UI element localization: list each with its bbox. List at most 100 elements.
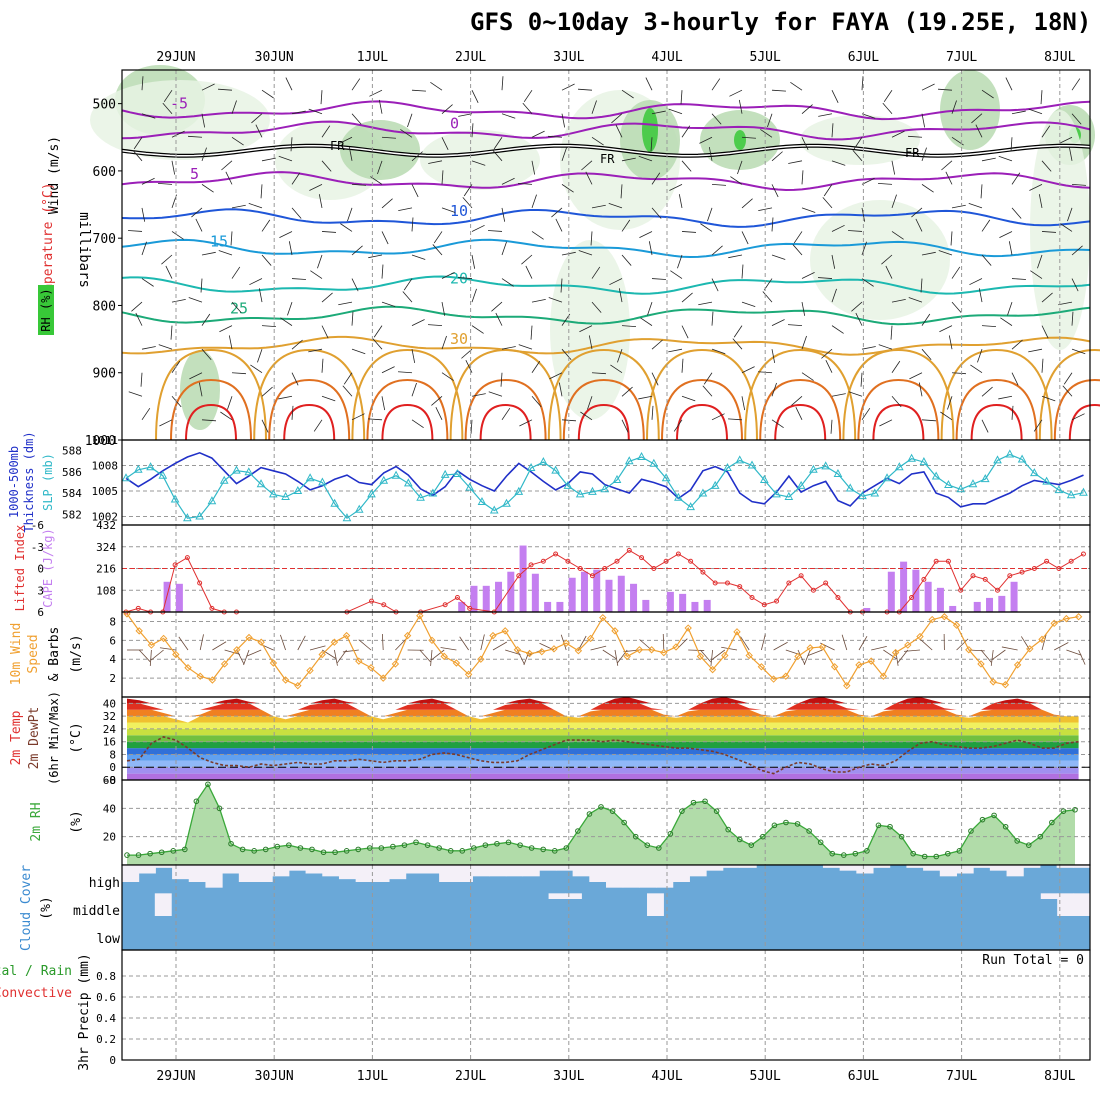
wind-barb [591, 100, 597, 114]
lifted-index-marker [565, 558, 571, 564]
temp-tick-label: 40 [103, 697, 116, 710]
wind-barb [790, 82, 803, 91]
wind-barb [395, 638, 407, 651]
wind-label-b: Speed [26, 634, 41, 673]
wind-barb [419, 649, 431, 663]
cape-bar [924, 581, 932, 612]
cape-label: CAPE (J/kg) [41, 528, 55, 607]
wind-barb [411, 254, 426, 260]
cloud-high-cell [539, 865, 557, 871]
cape-bar [666, 591, 674, 612]
lifted-index-marker [712, 580, 718, 586]
wind-barb [441, 302, 446, 316]
wind-barb [441, 170, 444, 185]
slp-marker [1005, 449, 1015, 458]
wind-barb [791, 395, 803, 406]
wind-speed-marker [538, 647, 546, 656]
slp-marker [759, 474, 769, 483]
warm-isotherm-arch [646, 348, 758, 441]
wind-barb [411, 184, 419, 198]
wind-barb [951, 204, 966, 209]
wind-barb [878, 344, 893, 350]
dewpoint-line [126, 736, 1079, 775]
slp-marker [1042, 476, 1051, 485]
wind-barb [505, 649, 521, 656]
wind-barb [348, 146, 353, 161]
slp-marker [833, 468, 843, 477]
wind-barb [501, 278, 514, 287]
wind-barb [1041, 292, 1053, 303]
wind-barb [141, 241, 147, 256]
wind-barb [711, 183, 726, 186]
wind-barb [561, 184, 574, 193]
wind-barb [788, 160, 803, 164]
warm-isotherm-arch [547, 348, 660, 441]
wind-barb [579, 325, 593, 333]
slp-marker [563, 480, 573, 489]
rh-marker [447, 848, 454, 854]
wind-barb [411, 319, 425, 326]
wind-speed-marker [684, 624, 692, 632]
wind-barb [951, 100, 957, 114]
isotherm-label: 5 [190, 165, 199, 183]
cloud-high-cell [238, 865, 257, 882]
wind-barb [1030, 270, 1043, 279]
lifted-index-marker [958, 587, 964, 593]
slp-marker [747, 460, 757, 469]
wind-barb [218, 88, 233, 91]
lifted-index-marker [442, 602, 448, 608]
wind-barb [159, 647, 176, 651]
wind-barb [621, 254, 632, 266]
slp-marker [674, 492, 683, 501]
wind-barb [703, 372, 713, 385]
wind-barb [250, 364, 263, 374]
slp-marker [133, 464, 143, 473]
rh-marker [725, 826, 731, 833]
thickness-label-b: Thickness (dm) [22, 431, 36, 532]
rh-line [127, 783, 1076, 858]
wind-barb [1062, 385, 1073, 397]
wind-speed-marker [745, 651, 753, 660]
wind-barb [138, 649, 151, 662]
wind-barb [578, 88, 593, 91]
wind-barb [518, 182, 533, 185]
wind-barb [501, 346, 516, 350]
wind-barb [851, 301, 863, 312]
wind-barb [321, 292, 333, 303]
cape-bar [1010, 581, 1018, 612]
wind-barb [588, 335, 593, 350]
slp-marker [121, 473, 131, 482]
wind-speed-marker [477, 655, 485, 663]
cape-bar [986, 597, 994, 612]
wind-barb [1078, 649, 1086, 665]
rh-area [127, 784, 1075, 865]
wind-barb [201, 313, 211, 326]
wind-barb [435, 407, 443, 420]
cloud-middle-cell [564, 893, 582, 899]
slp-marker [710, 480, 720, 489]
warm-isotherm-arch [464, 378, 547, 441]
cloud-high-cell [689, 865, 707, 877]
cape-bar [495, 581, 503, 612]
wind-barb [975, 124, 983, 138]
bottom-date-label: 29JUN [156, 1069, 195, 1084]
wind-barb [648, 241, 653, 256]
wind-barb [668, 348, 683, 353]
cape-bar [507, 571, 515, 612]
lifted-index-marker [675, 551, 681, 557]
wind-barb [788, 324, 803, 327]
wind-barb [981, 89, 994, 99]
wind-barb [758, 207, 773, 211]
wind-barb [459, 636, 469, 651]
wind-speed-marker [501, 627, 509, 635]
wind-barb [555, 218, 563, 232]
cloud-high-cell [489, 865, 507, 877]
slp-marker [944, 479, 953, 489]
cape-bar [936, 587, 944, 612]
wind-barb [711, 78, 721, 91]
wind-barb [158, 182, 173, 185]
wind-barb [998, 395, 1013, 400]
wind-barb [470, 419, 473, 434]
wind-barb [861, 207, 866, 222]
wind-barb [531, 160, 536, 175]
